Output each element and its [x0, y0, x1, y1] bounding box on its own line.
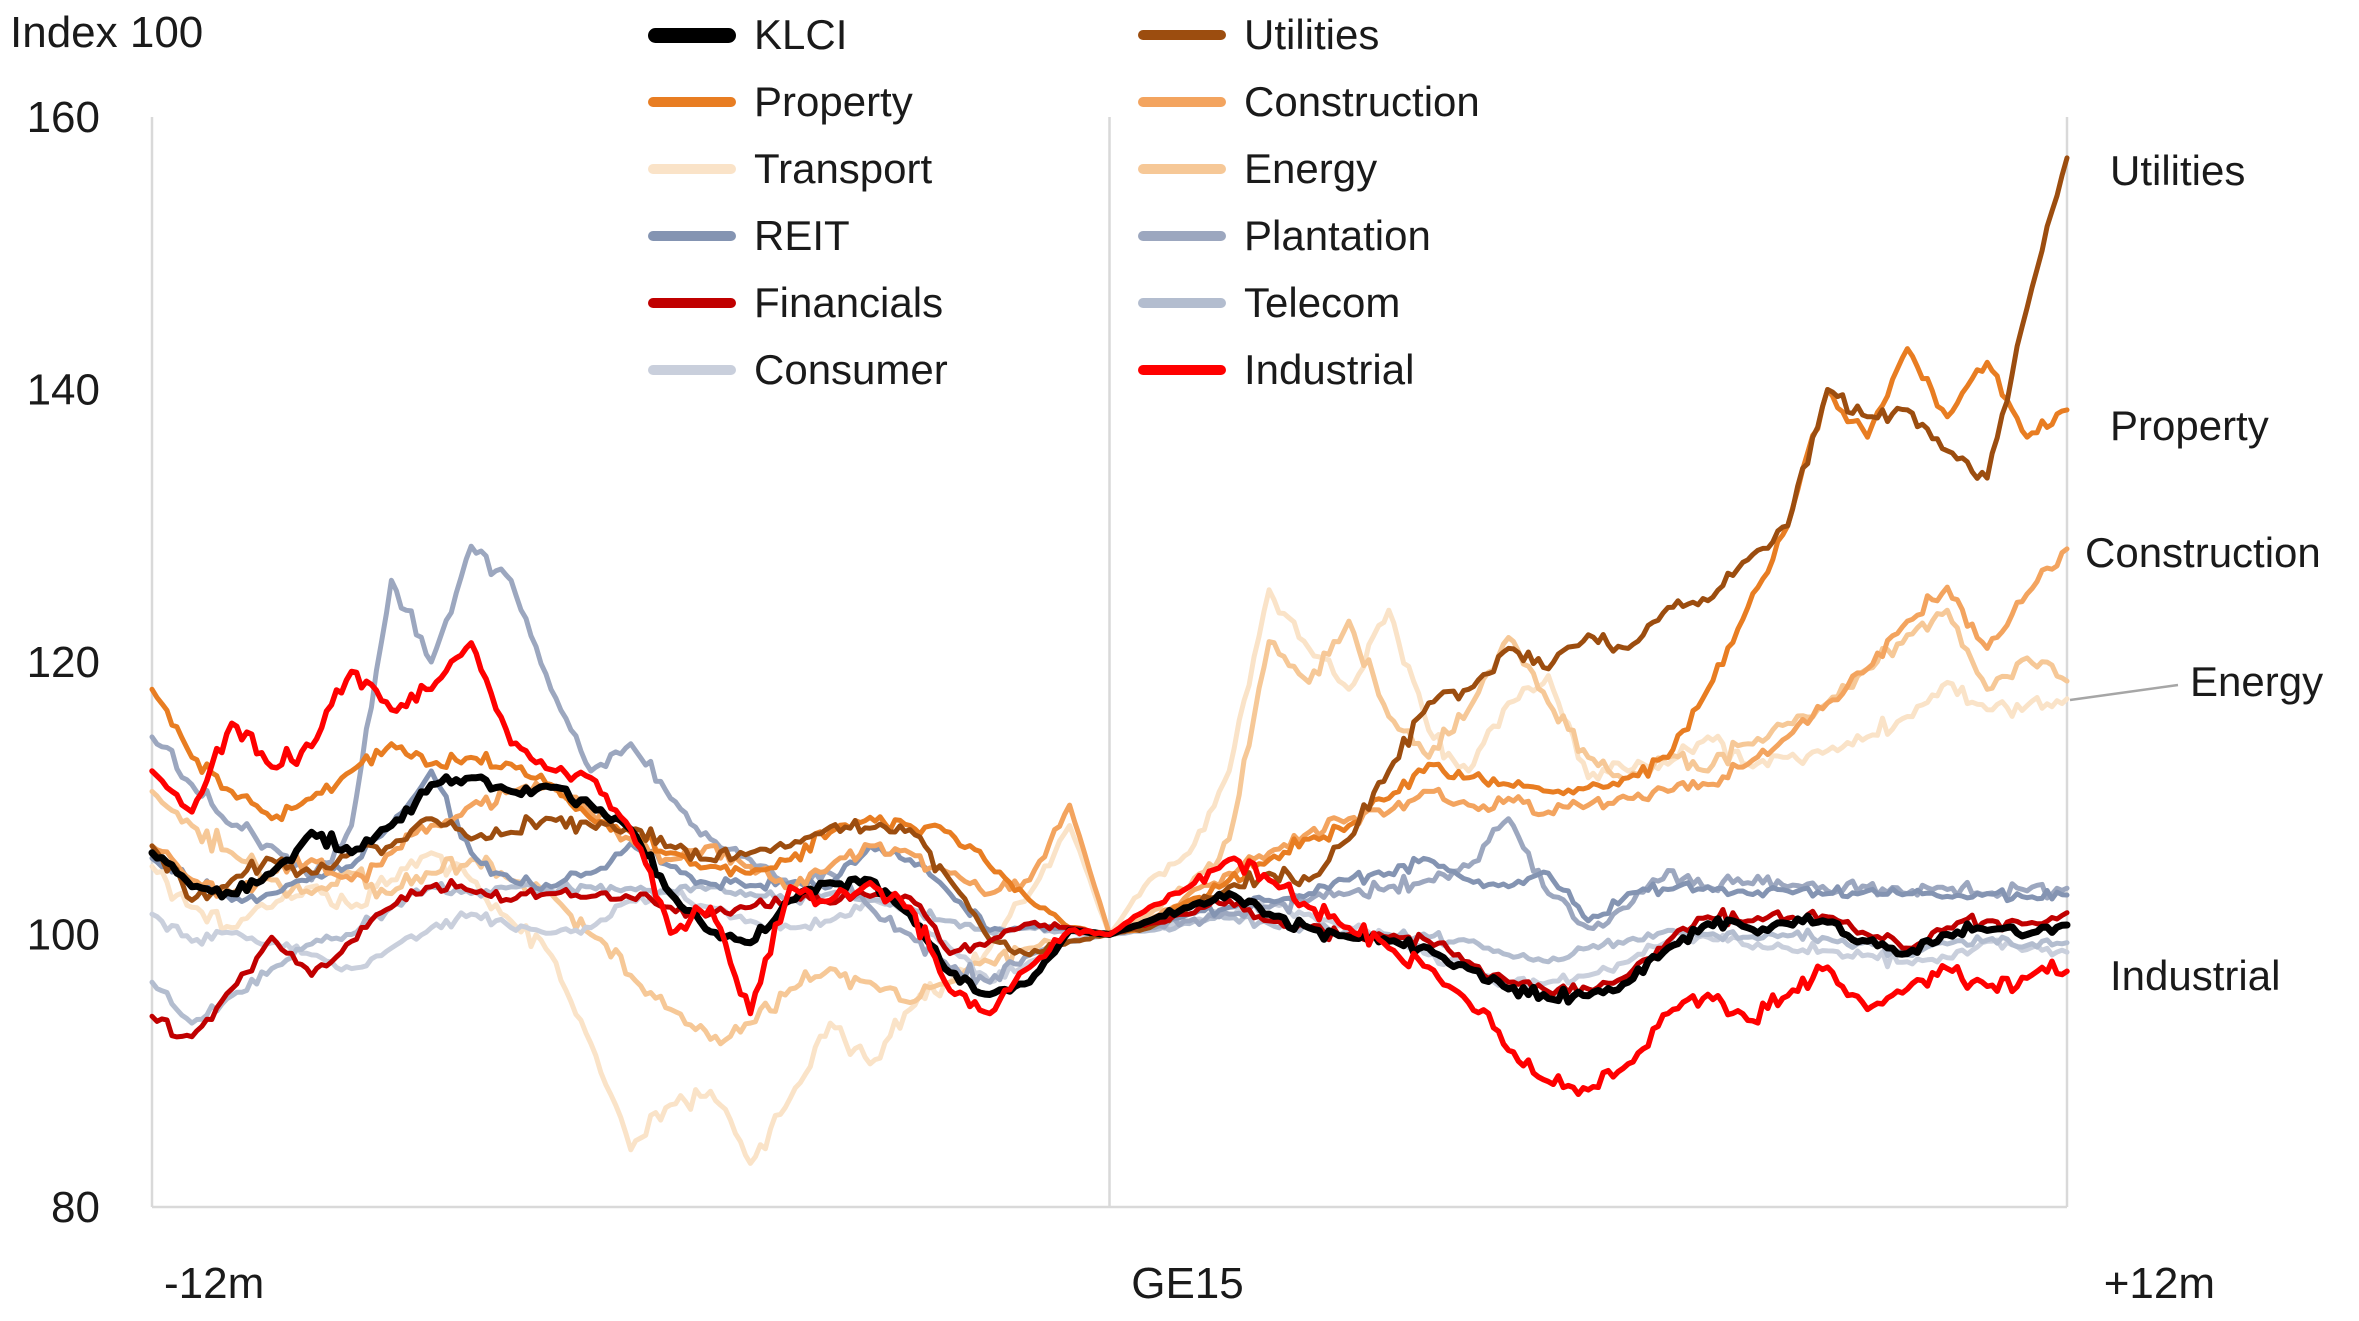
legend-label-utilities: Utilities: [1244, 11, 1380, 58]
x-tick-12m: +12m: [2104, 1259, 2215, 1308]
legend-swatch-financials: [648, 298, 736, 308]
legend-swatch-transport: [648, 164, 736, 174]
legend-swatch-construction: [1138, 97, 1226, 107]
legend-swatch-plantation: [1138, 231, 1226, 241]
legend-label-plantation: Plantation: [1244, 212, 1431, 259]
legend-label-industrial: Industrial: [1244, 346, 1415, 393]
legend-swatch-energy: [1138, 164, 1226, 174]
y-tick-120: 120: [27, 638, 100, 687]
legend-swatch-consumer: [648, 365, 736, 375]
y-tick-160: 160: [27, 93, 100, 142]
legend-swatch-reit: [648, 231, 736, 241]
legend-item-transport: Transport: [648, 144, 932, 194]
legend-label-klci: KLCI: [754, 11, 848, 58]
legend-item-telecom: Telecom: [1138, 278, 1400, 328]
y-tick-80: 80: [51, 1183, 100, 1232]
legend-label-telecom: Telecom: [1244, 279, 1401, 326]
legend-item-consumer: Consumer: [648, 345, 948, 395]
legend-swatch-utilities: [1138, 30, 1226, 40]
energy-connector-line: [2069, 683, 2179, 702]
legend-swatch-property: [648, 97, 736, 107]
legend-item-property: Property: [648, 77, 913, 127]
annotation-industrial: Industrial: [2110, 952, 2280, 999]
x-tick-ge15: GE15: [1131, 1259, 1244, 1308]
legend-swatch-industrial: [1138, 365, 1226, 375]
legend-item-utilities: Utilities: [1138, 10, 1379, 60]
legend-label-property: Property: [754, 78, 913, 125]
axis-title: Index 100: [10, 8, 204, 57]
legend-item-financials: Financials: [648, 278, 943, 328]
legend-item-klci: KLCI: [648, 10, 847, 60]
series-line-industrial: [149, 640, 2070, 1098]
legend-item-plantation: Plantation: [1138, 211, 1431, 261]
y-tick-140: 140: [27, 366, 100, 415]
legend-item-reit: REIT: [648, 211, 850, 261]
legend-label-consumer: Consumer: [754, 346, 948, 393]
y-tick-100: 100: [27, 911, 100, 960]
legend-item-energy: Energy: [1138, 144, 1377, 194]
x-tick-12m: -12m: [164, 1259, 264, 1308]
annotation-construction: Construction: [2085, 529, 2321, 576]
annotation-utilities: Utilities: [2110, 147, 2245, 194]
legend-label-reit: REIT: [754, 212, 850, 259]
legend-swatch-telecom: [1138, 298, 1226, 308]
legend-item-industrial: Industrial: [1138, 345, 1414, 395]
legend-label-financials: Financials: [754, 279, 944, 326]
legend-swatch-klci: [648, 27, 736, 43]
legend-item-construction: Construction: [1138, 77, 1480, 127]
annotation-property: Property: [2110, 402, 2269, 449]
legend-label-energy: Energy: [1244, 145, 1378, 192]
legend-label-construction: Construction: [1244, 78, 1480, 125]
annotation-energy: Energy: [2190, 658, 2323, 705]
legend-label-transport: Transport: [754, 145, 933, 192]
